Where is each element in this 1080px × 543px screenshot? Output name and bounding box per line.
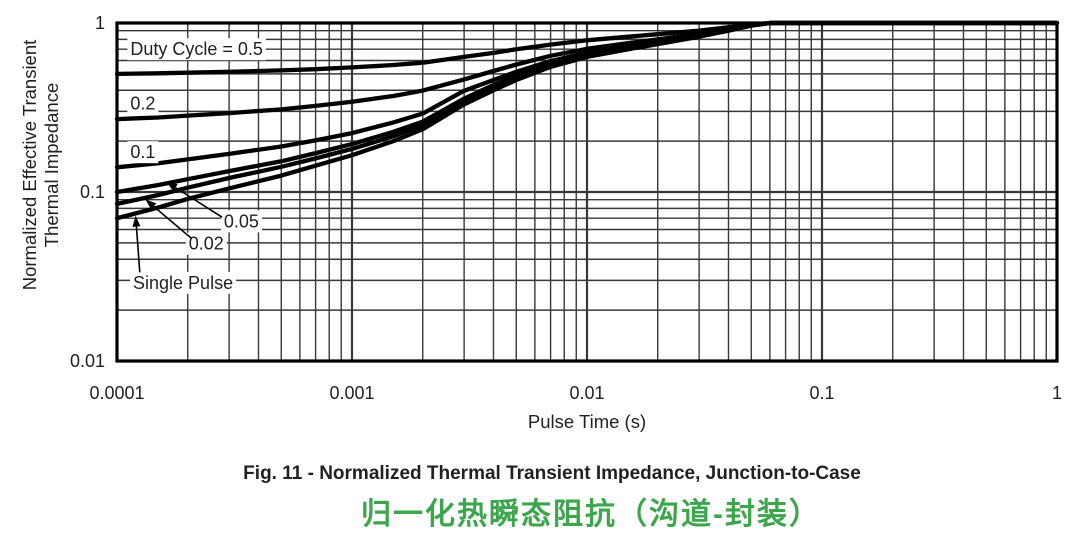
y-tick-label: 0.1 xyxy=(80,182,105,202)
curve-label: Duty Cycle = 0.5 xyxy=(130,39,263,59)
curve-label: Single Pulse xyxy=(133,273,233,293)
leader-line xyxy=(135,226,141,273)
x-tick-label: 0.01 xyxy=(569,383,604,403)
x-axis-title: Pulse Time (s) xyxy=(528,411,646,432)
curve-label-bg xyxy=(130,271,237,294)
x-tick-label: 0.0001 xyxy=(89,383,144,403)
curve-single-pulse xyxy=(114,20,1060,221)
figure-caption-chinese: 归一化热瞬态阻抗（沟道-封装） xyxy=(361,498,821,531)
curve-label-bg xyxy=(127,92,159,115)
y-axis-title-line: Normalized Effective Transient xyxy=(19,40,40,291)
curve-label: 0.02 xyxy=(189,234,224,254)
curve-label-bg xyxy=(185,232,227,255)
y-tick-label: 0.01 xyxy=(70,351,105,371)
curve-label: 0.2 xyxy=(130,93,155,113)
leader-arrowhead xyxy=(145,199,157,210)
curve-label-bg xyxy=(127,141,159,164)
leader-arrowhead xyxy=(166,181,178,192)
thermal-impedance-chart: Duty Cycle = 0.5 0.2 0.1 0.050.02 Single Pul… xyxy=(19,13,1062,432)
x-tick-label: 0.1 xyxy=(809,383,834,403)
leader-line xyxy=(175,186,223,218)
y-axis-title-line: Thermal Impedance xyxy=(41,83,62,248)
y-tick-label: 1 xyxy=(95,13,105,33)
leader-arrowhead xyxy=(132,215,141,227)
figure-caption: Fig. 11 - Normalized Thermal Transient I… xyxy=(243,463,861,484)
curve-label-bg xyxy=(127,38,266,61)
curve-label: 0.1 xyxy=(130,142,155,162)
leader-line xyxy=(153,205,193,240)
x-tick-label: 1 xyxy=(1052,383,1062,403)
curve-label: 0.05 xyxy=(224,211,259,231)
x-tick-label: 0.001 xyxy=(329,383,374,403)
curve-label-bg xyxy=(220,210,262,233)
